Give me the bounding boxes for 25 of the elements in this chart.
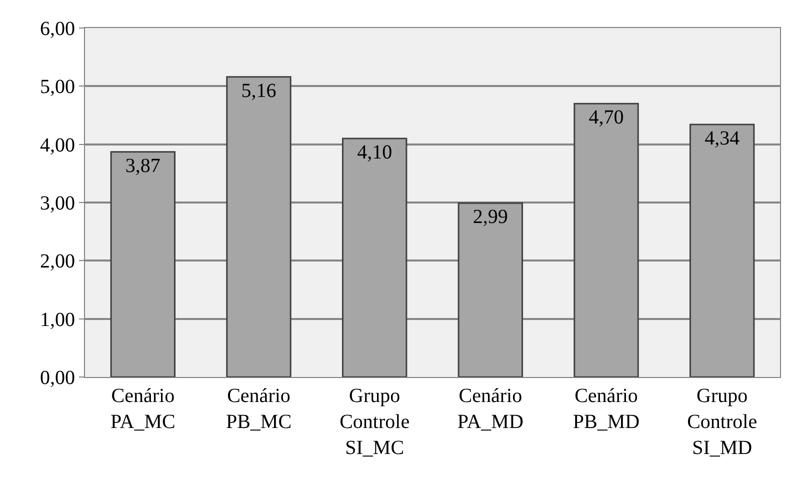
x-tick-label: Cenário PA_MC xyxy=(110,385,176,433)
data-label: 2,99 xyxy=(472,206,508,228)
data-label: 4,70 xyxy=(588,106,624,129)
data-label: 4,10 xyxy=(357,142,392,164)
bar xyxy=(689,124,755,377)
data-label: 5,16 xyxy=(241,80,276,102)
bar xyxy=(574,102,639,377)
bar xyxy=(342,138,408,377)
bar xyxy=(110,151,176,377)
y-tick-label: 4,00 xyxy=(40,134,75,156)
x-tick-label: Grupo Controle SI_MD xyxy=(687,385,758,459)
x-tick-label: Cenário PB_MC xyxy=(226,385,292,433)
y-tick-label: 0,00 xyxy=(40,367,75,389)
y-tick-label: 1,00 xyxy=(40,308,75,331)
bar xyxy=(458,202,524,377)
x-tick-label: Cenário PB_MD xyxy=(572,385,640,433)
y-tick-label: 6,00 xyxy=(40,18,75,40)
bar xyxy=(226,76,292,377)
data-label: 3,87 xyxy=(125,154,160,177)
y-tick-label: 5,00 xyxy=(40,76,75,98)
x-tick-label: Grupo Controle SI_MC xyxy=(340,385,410,459)
data-label: 4,34 xyxy=(704,128,740,150)
y-tick-label: 3,00 xyxy=(40,192,75,214)
y-tick-label: 2,00 xyxy=(40,250,75,273)
x-tick-label: Cenário PA_MD xyxy=(457,385,524,433)
